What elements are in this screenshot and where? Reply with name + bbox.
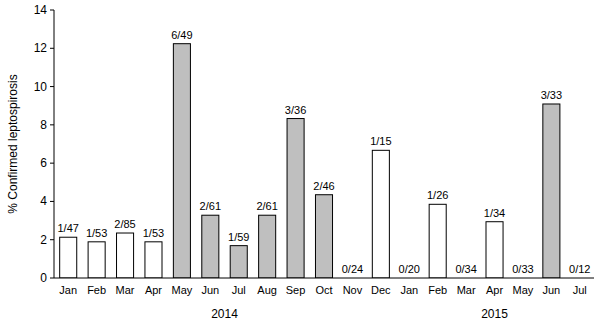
data-label: 0/33 [512,263,533,275]
data-label: 3/33 [541,89,562,101]
bar [287,119,304,278]
x-tick-label: Jan [59,284,77,296]
y-tick-label: 12 [34,41,48,55]
data-label: 3/36 [285,104,306,116]
x-tick-label: Jul [232,284,246,296]
x-tick-label: Apr [145,284,162,296]
y-tick-label: 6 [40,156,47,170]
x-tick-label: May [172,284,193,296]
x-tick-label: Jul [573,284,587,296]
x-tick-label: Jun [542,284,560,296]
bar [259,215,276,278]
bar [202,215,219,278]
y-axis [54,10,55,278]
data-label: 1/53 [86,227,107,239]
x-tick-label: Aug [257,284,277,296]
x-tick-label: Feb [428,284,447,296]
x-tick-label: Sep [286,284,306,296]
y-tick [50,163,54,164]
data-label: 0/34 [455,263,476,275]
bar [372,150,389,278]
y-tick-label: 10 [34,80,48,94]
data-label: 1/47 [57,222,78,234]
x-tick-label: Mar [116,284,135,296]
y-axis-label: % Confirmed leptospirosis [6,74,20,213]
y-tick [50,124,54,125]
y-tick [50,48,54,49]
data-label: 1/34 [484,207,505,219]
x-tick-label: Feb [87,284,106,296]
data-label: 0/24 [342,263,363,275]
data-label: 2/61 [200,200,221,212]
data-label: 1/59 [228,231,249,243]
x-tick-label: Jun [201,284,219,296]
bar [486,222,503,278]
x-tick-label: Dec [371,284,391,296]
data-label: 2/61 [256,200,277,212]
y-tick [50,86,54,87]
x-tick-label: Nov [343,284,363,296]
y-tick [50,239,54,240]
bar [60,237,77,278]
year-label: 2015 [481,307,508,321]
data-label: 1/53 [143,227,164,239]
bar [315,195,332,278]
bar [230,246,247,278]
data-label: 2/46 [313,180,334,192]
bar [429,204,446,278]
bars [60,44,560,278]
data-label: 1/15 [370,135,391,147]
x-tick-label: Apr [486,284,503,296]
bar [543,104,560,278]
data-label: 0/20 [399,263,420,275]
y-tick-label: 14 [34,3,48,17]
y-tick [50,201,54,202]
chart: 0 2 4 6 8 10 12 14 % Confirmed leptospirosis Jan F… [0,0,600,329]
bar [88,242,105,278]
data-label: 6/49 [171,29,192,41]
x-tick-label: Oct [315,284,332,296]
y-tick [50,10,54,11]
x-tick-label: Mar [457,284,476,296]
y-tick-label: 4 [40,194,47,208]
bar [173,44,190,278]
x-tick-label: Jan [400,284,418,296]
y-tick-label: 2 [40,233,47,247]
x-axis [54,278,594,279]
data-label: 0/12 [569,263,590,275]
data-label: 1/26 [427,189,448,201]
bar [117,233,134,278]
x-tick-label: May [513,284,534,296]
y-tick-label: 8 [40,118,47,132]
y-tick-label: 0 [40,271,47,285]
y-tick [50,278,54,279]
bar [145,242,162,278]
data-label: 2/85 [114,218,135,230]
year-label: 2014 [211,307,238,321]
